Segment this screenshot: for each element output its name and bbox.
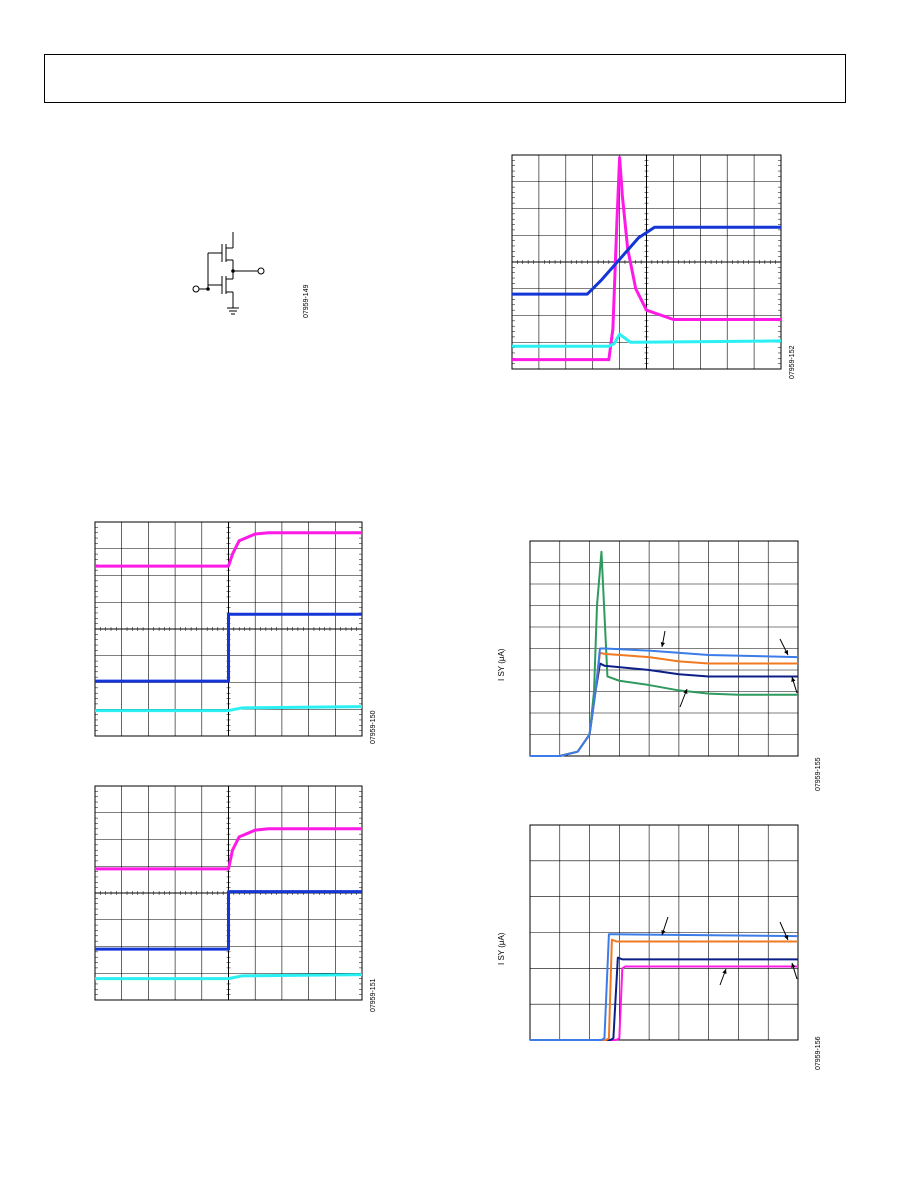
series-line-blue <box>95 612 362 683</box>
scope-plot-middle-left: 07959-150 <box>94 521 377 744</box>
series-line-cyan <box>95 705 363 713</box>
annotation-arrowhead <box>784 650 788 655</box>
isy-plot-upper-right: I SY (μA) 07959-155 <box>497 540 822 791</box>
figure-code: 07959-151 <box>370 978 377 1012</box>
series-line-magenta <box>530 965 798 1041</box>
y-axis-label: I SY (μA) <box>497 932 506 965</box>
series-line-magenta <box>95 827 362 871</box>
figure-code: 07959-152 <box>789 345 796 379</box>
scope-plot-bottom-left: 07959-151 <box>94 785 377 1012</box>
series-line-navy <box>530 956 798 1041</box>
cmos-inverter-schematic: 07959-149 <box>192 232 310 318</box>
scope-plot-top-right: 07959-152 <box>511 154 796 379</box>
series-line-orange <box>530 938 798 1041</box>
figure-code: 07959-156 <box>815 1036 822 1070</box>
annotation-arrowhead <box>660 642 665 647</box>
isy-plot-lower-right: I SY (μA) 07959-156 <box>497 824 822 1070</box>
annotation-arrowhead <box>784 935 789 940</box>
series-line-cyan <box>512 332 782 348</box>
y-axis-label: I SY (μA) <box>497 648 506 681</box>
series-line-blue <box>95 890 362 951</box>
series-line-light_blue <box>530 647 799 757</box>
series-line-orange <box>530 651 798 757</box>
series-line-blue <box>512 225 781 296</box>
series-line-navy <box>530 662 798 757</box>
series-line-light_blue <box>530 933 799 1041</box>
page-header-box <box>44 54 846 103</box>
series-line-cyan <box>95 973 363 981</box>
annotation-arrowhead <box>683 689 688 694</box>
series-line-magenta <box>95 531 362 568</box>
series-line-green <box>530 550 798 757</box>
figure-code: 07959-150 <box>370 710 377 744</box>
annotation-arrowhead <box>722 969 727 974</box>
annotation-arrowhead <box>661 930 666 935</box>
annotation-arrowhead <box>791 963 796 968</box>
series-line-magenta <box>512 156 781 362</box>
annotation-arrowhead <box>791 677 796 682</box>
figure-code: 07959-149 <box>303 284 310 318</box>
figure-code: 07959-155 <box>815 757 822 791</box>
